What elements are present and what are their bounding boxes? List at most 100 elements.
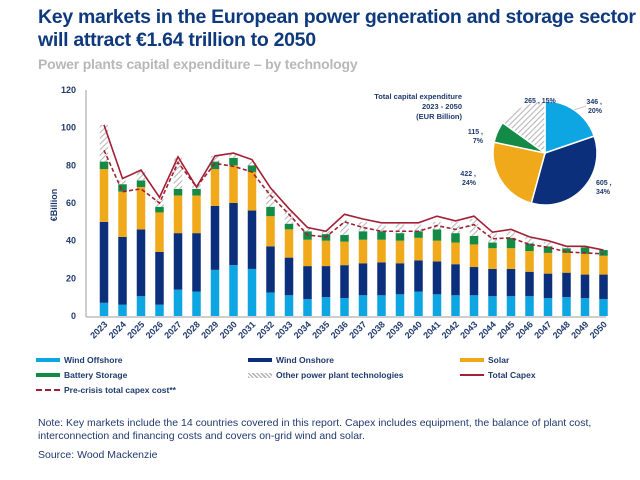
bar-segment-battery-storage [562,248,571,253]
pie-data-label: 265 , 15% [524,98,556,105]
legend-item-total-capex: Total Capex [460,370,536,380]
bar-segment-solar [432,240,442,262]
bar-segment-other [358,221,368,232]
bar-segment-other [506,231,516,238]
x-tick-label: 2047 [532,319,553,340]
pie-data-label: 605 , [596,180,612,187]
bar-segment-battery-storage [506,237,516,249]
legend-item-wind-onshore: Wind Onshore [248,355,334,365]
bar-segment-wind-onshore [525,271,534,297]
legend-swatch [460,358,484,362]
bar-segment-battery-storage [136,180,146,187]
bar-segment-wind-onshore [340,265,349,299]
pre-crisis-capex-line [103,149,604,255]
x-tick-label: 2046 [514,319,535,340]
bar-segment-wind-onshore [99,221,109,303]
x-tick-label: 2044 [477,319,498,340]
bar-segment-battery-storage [432,229,442,241]
bar-segment-wind-offshore [580,298,590,316]
legend-swatch [248,372,272,378]
bar-segment-solar [525,251,534,272]
bar-segment-solar [173,195,183,234]
bar-segment-wind-offshore [321,297,331,316]
bar-segment-wind-onshore [229,203,238,266]
bar-segment-other [488,233,497,243]
bar-segment-solar [580,253,590,275]
bar-segment-wind-onshore [395,263,405,295]
y-tick-label: 20 [66,273,76,283]
bar-segment-solar [321,240,331,267]
y-tick-label: 80 [66,160,76,170]
legend-swatch [36,389,60,391]
bar-segment-wind-onshore [155,251,164,305]
bar-segment-other [321,231,331,235]
x-tick-label: 2029 [199,319,220,340]
bar-segment-solar [469,244,479,268]
y-tick-label: 0 [71,311,76,321]
bar-segment-other [340,219,349,236]
legend-item-battery-storage: Battery Storage [36,370,127,380]
bar-segment-solar [118,191,127,237]
legend-label: Other power plant technologies [276,370,404,380]
bar-segment-wind-onshore [580,274,590,299]
bar-segment-wind-offshore [340,298,349,316]
bar-segment-wind-offshore [118,304,127,316]
bar-segment-wind-onshore [469,267,479,296]
bar-segment-battery-storage [599,250,608,256]
legend-label: Total Capex [488,370,536,380]
bar-segment-other [266,189,275,207]
legend-label: Battery Storage [64,370,128,380]
bar-segment-wind-onshore [599,274,608,300]
bar-segment-wind-onshore [506,268,516,297]
bar-segment-other [525,236,534,244]
bar-segment-battery-storage [358,231,368,240]
bar-segment-wind-offshore [506,296,516,316]
bar-segment-wind-onshore [451,264,460,296]
x-tick-label: 2025 [125,319,146,340]
bar-segment-wind-onshore [488,268,497,297]
bar-segment-wind-offshore [469,295,479,316]
x-tick-label: 2048 [551,319,572,340]
bar-segment-wind-offshore [451,295,460,316]
pie-slice-other [501,100,546,155]
bar-segment-wind-offshore [358,295,368,316]
bar-segment-solar [543,252,553,274]
bar-segment-wind-onshore [210,205,220,270]
y-tick-label: 120 [61,85,76,95]
bar-segment-wind-onshore [321,266,331,298]
bar-segment-other [303,228,312,232]
x-tick-label: 2031 [236,319,257,340]
legend-item-other: Other power plant technologies [248,370,404,380]
bar-segment-battery-storage [395,233,405,241]
bar-segment-battery-storage [229,157,238,166]
bar-segment-other [118,180,127,185]
bar-segment-other [562,246,571,249]
pie-data-label: 7% [473,138,484,145]
bar-segment-wind-offshore [284,295,294,316]
legend-swatch [36,358,60,362]
x-tick-label: 2024 [107,319,128,340]
x-tick-label: 2027 [162,319,183,340]
bar-segment-battery-storage [488,242,497,249]
bar-segment-wind-onshore [284,257,294,296]
chart-subtitle: Power plants capital expenditure – by te… [38,56,358,72]
y-tick-label: 60 [66,198,76,208]
bar-segment-other [414,224,423,232]
bar-segment-battery-storage [210,161,220,170]
bar-segment-wind-offshore [562,297,571,316]
y-axis-label: €Billion [49,189,59,222]
bar-segment-other [284,210,294,224]
legend-swatch [460,374,484,376]
pie-slice-solar [492,141,546,205]
bar-segment-wind-onshore [247,210,257,269]
x-tick-label: 2036 [329,319,350,340]
bar-segment-other [377,224,386,232]
bar-segment-solar [136,186,146,230]
bar-segment-wind-offshore [599,299,608,316]
x-tick-label: 2039 [384,319,405,340]
bar-segment-wind-offshore [229,265,238,316]
bar-segment-other [229,154,238,158]
legend-swatch [36,373,60,377]
bar-segment-other [451,221,460,234]
